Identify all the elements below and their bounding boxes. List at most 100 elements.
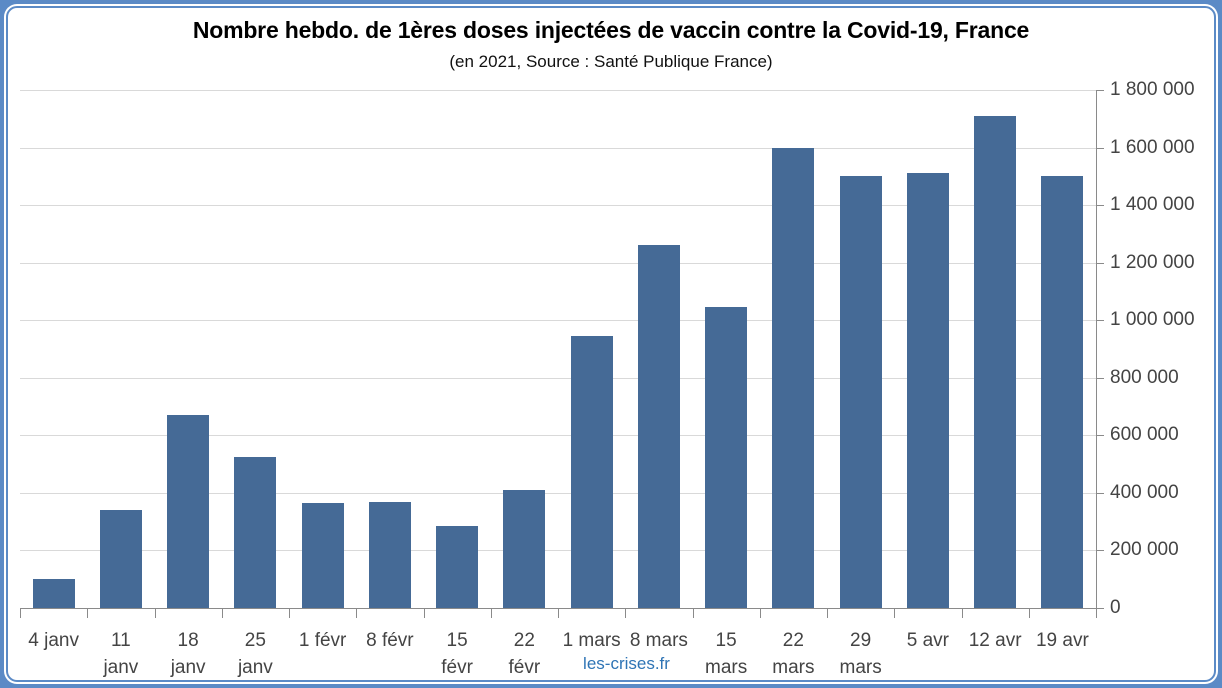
- x-tick-label-line: 5 avr: [906, 630, 949, 651]
- x-tick-label-line: 1 févr: [298, 630, 347, 651]
- y-tick-label: 1 200 000: [1110, 251, 1195, 273]
- x-axis-tick: [558, 609, 559, 618]
- x-tick-label: 11 janv: [87, 627, 154, 681]
- x-axis-tick: [356, 609, 358, 618]
- bar: [503, 490, 546, 608]
- gridline: [20, 550, 1096, 552]
- x-tick-label-line: 22: [513, 630, 535, 651]
- x-tick-label: 8 févr: [356, 627, 423, 654]
- x-tick-label-line: 15: [715, 630, 737, 651]
- bar: [32, 579, 75, 608]
- y-axis-tick: [1097, 90, 1104, 91]
- x-tick-label-line: 4 janv: [28, 630, 79, 651]
- x-axis-tick: [759, 609, 761, 618]
- chart-subtitle: (en 2021, Source : Santé Publique France…: [449, 52, 773, 71]
- y-axis-tick: [1097, 608, 1104, 609]
- y-tick-label: 0: [1110, 597, 1121, 618]
- bar: [974, 115, 1017, 608]
- x-tick-label-line: janv: [103, 657, 139, 678]
- x-tick-label-line: mars: [772, 657, 815, 678]
- x-tick-label-line: 11: [111, 630, 131, 651]
- y-tick-label: 1 400 000: [1110, 194, 1195, 216]
- x-tick-label-line: mars: [839, 657, 882, 678]
- x-tick-label-line: 22: [782, 630, 804, 651]
- x-axis-tick: [1028, 609, 1030, 618]
- x-tick-label-line: 8 févr: [366, 630, 414, 651]
- x-tick-label: 29 mars: [827, 627, 894, 681]
- gridline: [20, 90, 1096, 91]
- bar: [368, 501, 411, 608]
- x-axis-tick: [87, 609, 89, 618]
- x-tick-label-line: 18: [177, 630, 199, 651]
- x-tick-label: 25 janv: [222, 627, 289, 681]
- x-axis-tick: [692, 609, 694, 618]
- bar: [301, 502, 344, 608]
- x-tick-label-line: févr: [508, 657, 541, 678]
- y-tick-label: 400 000: [1110, 481, 1179, 503]
- y-tick-label: 1 600 000: [1110, 136, 1195, 158]
- x-tick-label-line: 12 avr: [968, 630, 1022, 651]
- x-axis-tick: [221, 609, 223, 618]
- x-axis-tick: [20, 609, 21, 618]
- x-tick-label: 19 avr: [1029, 627, 1096, 654]
- bar: [570, 336, 613, 608]
- bar: [99, 510, 142, 608]
- y-tick-label: 600 000: [1110, 424, 1179, 446]
- y-axis-tick: [1097, 550, 1104, 552]
- bar: [637, 245, 680, 608]
- bar: [167, 415, 210, 608]
- bar: [705, 307, 748, 608]
- x-axis-tick: [423, 609, 425, 618]
- x-tick-label: 22 févr: [491, 627, 558, 681]
- x-tick-label-line: janv: [170, 657, 206, 678]
- bar: [772, 147, 815, 608]
- bar: [839, 176, 882, 608]
- x-tick-label: 5 avr: [894, 627, 961, 654]
- x-axis-tick: [961, 609, 963, 618]
- x-tick-label-line: 1 mars: [562, 630, 621, 651]
- x-axis-tick: [1096, 609, 1097, 618]
- gridline: [20, 435, 1096, 437]
- x-tick-label: 15 mars: [693, 627, 760, 681]
- y-axis-tick: [1097, 377, 1104, 379]
- x-axis-tick: [625, 609, 627, 618]
- x-axis-tick: [490, 609, 492, 618]
- x-axis-tick: [894, 609, 896, 618]
- gridline: [20, 205, 1096, 207]
- x-axis-tick: [827, 609, 828, 618]
- x-tick-label-line: 8 mars: [629, 630, 688, 651]
- chart-title: Nombre hebdo. de 1ères doses injectées d…: [192, 17, 1030, 43]
- x-tick-label-line: 25: [244, 630, 266, 651]
- y-axis-tick: [1097, 147, 1104, 149]
- y-axis-tick: [1097, 492, 1104, 494]
- x-tick-label-line: 15: [446, 630, 468, 651]
- y-axis-tick: [1097, 262, 1104, 264]
- y-tick-label: 1 800 000: [1110, 79, 1195, 100]
- x-tick-label-line: 19 avr: [1035, 630, 1089, 651]
- bar: [234, 456, 277, 608]
- y-axis-tick: [1097, 435, 1104, 437]
- gridline: [20, 262, 1096, 264]
- gridline: [20, 377, 1096, 379]
- watermark: les-crises.fr: [583, 654, 670, 673]
- x-tick-label-line: mars: [705, 657, 748, 678]
- y-tick-label: 1 000 000: [1110, 309, 1195, 331]
- bar: [1041, 176, 1084, 608]
- x-tick-label: 22 mars: [760, 627, 827, 681]
- y-axis-tick: [1097, 320, 1104, 322]
- gridline: [20, 147, 1096, 149]
- x-tick-label: 12 avr: [962, 627, 1029, 654]
- x-tick-label: 15 févr: [424, 627, 491, 681]
- plot-area: [20, 90, 1097, 609]
- bar: [436, 525, 479, 608]
- bar: [906, 173, 949, 608]
- x-axis-tick: [289, 609, 290, 618]
- x-tick-label: 18 janv: [155, 627, 222, 681]
- x-axis-tick: [154, 609, 156, 618]
- y-axis-tick: [1097, 205, 1104, 207]
- x-tick-label-line: févr: [441, 657, 473, 678]
- x-tick-label: 1 mars: [558, 627, 625, 654]
- x-tick-label-line: 29: [850, 630, 872, 651]
